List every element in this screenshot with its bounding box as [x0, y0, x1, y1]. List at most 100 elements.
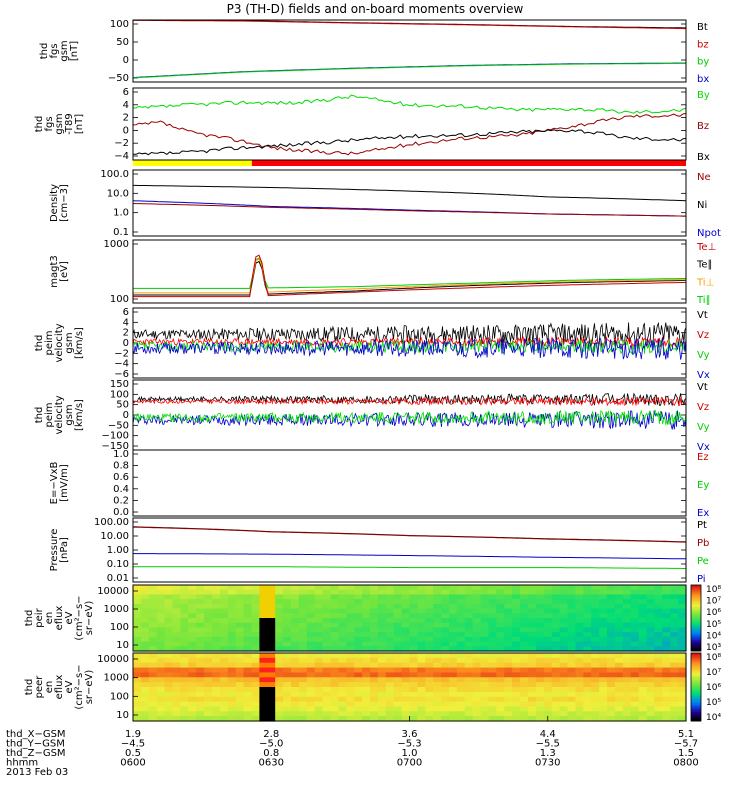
heat-cell [433, 701, 442, 708]
heat-cell [488, 646, 497, 652]
heat-cell [227, 691, 237, 698]
heat-cell [496, 662, 505, 669]
series-trace-Vt [132, 392, 687, 406]
heat-cell [401, 677, 411, 683]
heat-cell [330, 594, 339, 600]
heat-cell [441, 687, 450, 693]
series-line-Pi [132, 553, 686, 560]
heat-cell [425, 687, 434, 693]
heat-cell [512, 622, 521, 629]
heat-cell [472, 622, 482, 629]
heat-cell [354, 716, 363, 722]
heat-cell [346, 589, 355, 596]
heat-cell [425, 672, 434, 678]
heat-cell [298, 618, 308, 624]
colorbar-segment [691, 637, 701, 641]
heat-cell [512, 687, 521, 693]
heat-cell [417, 687, 426, 693]
heat-cell [488, 672, 497, 678]
heat-cell [654, 613, 663, 619]
heat-cell [204, 599, 213, 605]
heat-cell [370, 627, 379, 633]
legend-label-Ti∥: Ti∥ [696, 295, 711, 306]
heat-cell [496, 608, 505, 614]
heat-cell [654, 706, 663, 712]
heat-cell [235, 691, 245, 698]
heat-cell [472, 691, 482, 698]
y-axis-label-line: velocity [54, 323, 65, 362]
x-row-label: thd_X−GSM [6, 729, 66, 740]
colorbar-segment [691, 671, 701, 674]
heat-cell [409, 585, 418, 591]
heat-cell [646, 599, 655, 605]
heat-cell [235, 599, 245, 605]
heat-cell [196, 706, 205, 712]
heat-cell [188, 677, 197, 683]
panel-frame [132, 239, 687, 304]
heat-cell [251, 618, 260, 624]
heat-cell [646, 711, 655, 717]
heat-cell [306, 711, 316, 717]
heat-cell [472, 599, 482, 605]
heat-cell [591, 662, 600, 669]
y-tick-label: 0.01 [107, 573, 129, 584]
heat-cell [520, 646, 529, 652]
heat-cell [480, 696, 490, 703]
heat-cell [172, 646, 181, 652]
heat-cell [456, 603, 466, 610]
heat-cell [291, 687, 300, 693]
heat-cell [251, 706, 260, 712]
heat-cell [354, 641, 363, 647]
heat-cell [670, 627, 679, 633]
heat-cell [172, 657, 181, 664]
heat-cell [654, 622, 663, 629]
heat-cell [346, 646, 355, 652]
heat-cell [567, 618, 576, 624]
heat-cell [417, 646, 426, 652]
heat-cell [401, 608, 411, 614]
heat-cell [330, 696, 339, 703]
heat-cell [259, 677, 268, 683]
heat-cell [362, 672, 371, 678]
heat-cell [140, 594, 150, 600]
heat-cell [520, 632, 529, 638]
heat-cell [314, 632, 324, 638]
colorbar-segment [691, 682, 701, 686]
colorbar-tick-label: 10⁵ [706, 620, 721, 630]
heat-cell [678, 662, 687, 669]
heat-cell [638, 599, 648, 605]
heat-cell [670, 706, 679, 712]
heat-cell [591, 711, 600, 717]
heat-cell [567, 662, 576, 669]
heat-cell [567, 608, 576, 614]
heat-cell [441, 636, 450, 643]
series-line-by [132, 62, 686, 79]
heat-cell [678, 653, 687, 659]
heat-cell [283, 641, 292, 647]
heat-cell [543, 677, 553, 683]
heat-cell [441, 691, 450, 698]
heat-cell [377, 608, 387, 614]
series-trace-Vy [132, 409, 687, 426]
heat-cell [425, 599, 434, 605]
heat-cell [196, 618, 205, 624]
heat-cell [164, 613, 174, 619]
heat-cell [298, 585, 308, 591]
heat-cell [535, 711, 545, 717]
heat-cell [528, 667, 537, 674]
heat-cell [164, 696, 174, 703]
heat-cell [156, 585, 166, 591]
heat-cell [219, 632, 229, 638]
heat-cell [630, 687, 640, 693]
heat-cell [354, 672, 363, 678]
heat-cell [283, 613, 292, 619]
heat-cell [346, 585, 355, 591]
heat-cell [607, 691, 616, 698]
heat-cell [227, 599, 237, 605]
heat-cell [456, 687, 466, 693]
heat-cell [622, 706, 632, 712]
heat-cell [441, 677, 450, 683]
heat-cell [599, 613, 608, 619]
heat-cell [504, 594, 513, 600]
